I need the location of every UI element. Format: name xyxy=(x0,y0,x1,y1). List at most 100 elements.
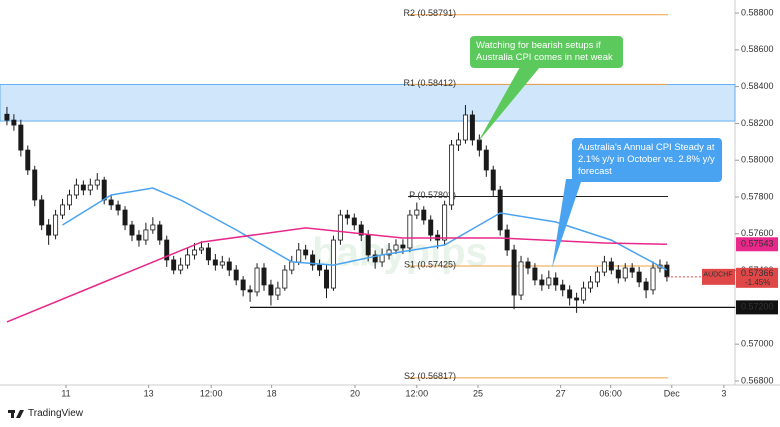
candle-body xyxy=(337,214,343,241)
candle-body xyxy=(122,209,128,226)
price-tag xyxy=(736,267,778,288)
candle-body xyxy=(60,204,66,216)
y-tick-label: 0.57600 xyxy=(741,228,774,238)
candle-body xyxy=(421,209,427,221)
brand: TradingView xyxy=(28,408,84,419)
x-tick-label: 25 xyxy=(473,388,483,398)
candle-body xyxy=(588,281,593,289)
candle-body xyxy=(178,264,184,271)
pivot-label: S1 (0.57425) xyxy=(404,259,456,269)
candle-body xyxy=(414,209,420,216)
pivot-label: S2 (0.56817) xyxy=(404,371,456,381)
candle-body xyxy=(365,234,371,256)
candle-body xyxy=(219,261,225,266)
candle-body xyxy=(296,249,302,263)
candle-body xyxy=(94,179,100,186)
annotation: Watching for bearish setups if Australia… xyxy=(470,36,623,68)
candle-body xyxy=(490,169,496,191)
x-tick-label: 11 xyxy=(61,388,70,398)
candle-body xyxy=(46,224,52,236)
candle-body xyxy=(622,267,628,279)
candle-body xyxy=(560,284,566,291)
price-tag-label: 0.57200 xyxy=(741,302,774,312)
candle-body xyxy=(442,204,448,241)
zone xyxy=(0,84,736,122)
candle-body xyxy=(525,261,531,269)
candle-body xyxy=(428,219,434,236)
candle-body xyxy=(282,269,288,289)
pivot-label: R2 (0.58791) xyxy=(403,8,456,18)
candle-body xyxy=(574,297,580,301)
candle-body xyxy=(53,214,59,236)
annotation: Australia's Annual CPI Steady at 2.1% y/… xyxy=(572,138,722,182)
y-tick-label: 0.57000 xyxy=(741,339,774,349)
candle-body xyxy=(351,217,357,226)
candle-body xyxy=(664,264,670,278)
candle-body xyxy=(504,229,510,251)
candle-body xyxy=(567,289,573,299)
y-tick-label: 0.56800 xyxy=(741,375,774,385)
candle-body xyxy=(469,114,475,141)
candle-body xyxy=(254,267,260,293)
symbol-tag xyxy=(702,268,735,285)
candle-body xyxy=(379,254,385,263)
candle-body xyxy=(358,224,364,236)
candle-body xyxy=(4,113,10,121)
candle-body xyxy=(636,271,642,283)
candle-body xyxy=(372,254,378,263)
candle-body xyxy=(275,287,281,296)
candle-body xyxy=(476,139,482,151)
candle-body xyxy=(650,267,656,291)
candle-body xyxy=(344,214,350,219)
candle-body xyxy=(581,287,587,301)
candle-body xyxy=(39,199,45,226)
candle-body xyxy=(324,269,329,289)
candle-body xyxy=(240,279,246,291)
candle-body xyxy=(629,267,635,273)
candle-body xyxy=(615,269,621,279)
moving-average xyxy=(62,187,668,271)
candle-body xyxy=(233,269,239,281)
y-tick-label: 0.57800 xyxy=(741,191,774,201)
candle-body xyxy=(80,184,86,191)
candle-body xyxy=(553,277,559,286)
candle-body xyxy=(11,119,17,126)
candle-body xyxy=(171,259,177,271)
candle-body xyxy=(185,254,191,266)
candle-body xyxy=(594,271,600,283)
candle-body xyxy=(608,261,614,271)
symbol-label: AUDCHF xyxy=(703,272,732,279)
footer: TradingView xyxy=(8,408,83,419)
candle-body xyxy=(212,259,218,266)
candle-body xyxy=(303,249,309,256)
candle-body xyxy=(497,189,503,231)
candle-body xyxy=(101,179,107,201)
candle-body xyxy=(261,267,267,286)
candle-body xyxy=(108,199,114,206)
candle-body xyxy=(532,267,538,281)
ma-tag-label: 0.57543 xyxy=(741,239,774,249)
candle-body xyxy=(247,289,253,293)
pivot-label: R1 (0.58412) xyxy=(403,78,456,88)
candle-body xyxy=(136,234,142,241)
candle-body xyxy=(150,224,156,231)
y-tick-label: 0.58400 xyxy=(741,81,774,91)
candle-body xyxy=(87,184,93,191)
candle-body xyxy=(601,261,607,273)
candle-body xyxy=(115,204,121,211)
candle-body xyxy=(546,277,552,286)
candle-body xyxy=(483,149,489,171)
x-tick-label: 13 xyxy=(144,388,154,398)
candle-body xyxy=(164,239,170,261)
candle-body xyxy=(407,214,413,249)
price-tag-label: 0.57366 xyxy=(741,268,774,278)
pivot-label: P (0.57803) xyxy=(409,190,456,200)
candle-body xyxy=(143,229,149,241)
candle-body xyxy=(32,169,38,201)
candle-body xyxy=(386,249,392,256)
x-tick-label: 12:00 xyxy=(200,388,223,398)
candle-body xyxy=(73,184,79,196)
y-tick-label: 0.58200 xyxy=(741,118,774,128)
candle-body xyxy=(539,279,545,286)
candle-body xyxy=(129,224,135,236)
